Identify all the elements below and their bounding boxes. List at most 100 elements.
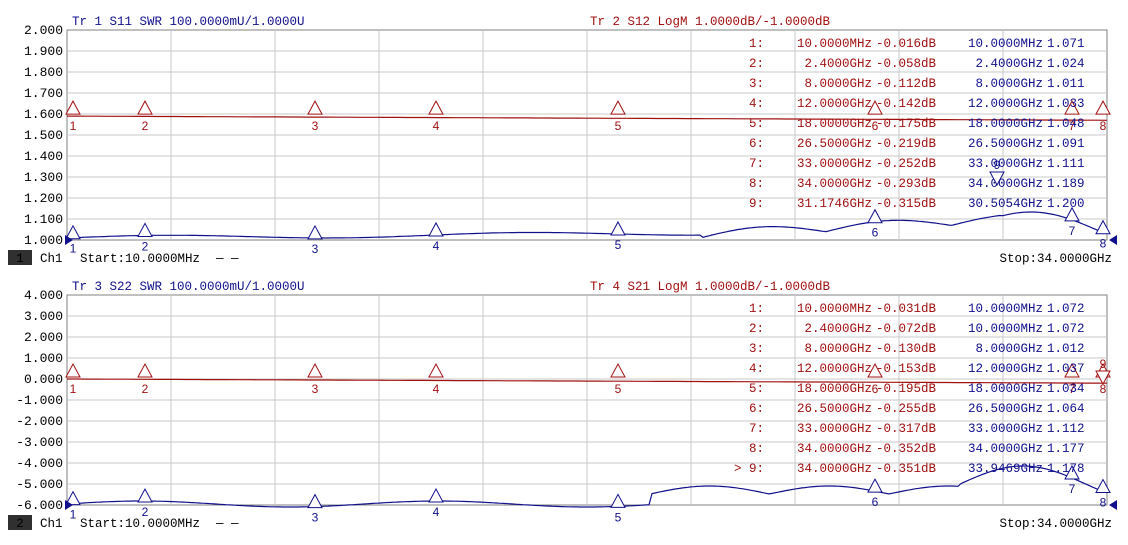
marker-table-row: 9: 31.1746GHz -0.315dB 30.5054GHz 1.200 xyxy=(749,197,1085,211)
marker-number: 3: xyxy=(749,77,764,91)
reference-left-icon xyxy=(65,500,73,510)
trace-title-right[interactable]: Tr 4 S21 LogM 1.0000dB/-1.0000dB xyxy=(590,280,831,294)
channel-number-badge[interactable] xyxy=(8,250,32,265)
red-marker-1-icon[interactable] xyxy=(65,362,81,378)
marker-value-blue: 1.037 xyxy=(1047,362,1085,376)
marker-freq-red: 8.0000GHz xyxy=(804,342,872,356)
channel-label: Ch1 xyxy=(40,517,63,531)
y-tick-label: 3.000 xyxy=(24,309,63,324)
channel-2-panel[interactable]: 4.000 3.000 2.000 1.000 0.000 -1.000 -2.000 -3.… xyxy=(0,272,1128,545)
red-marker-3-icon[interactable] xyxy=(307,362,323,378)
trace-blue xyxy=(66,465,1106,508)
red-marker-1-icon[interactable] xyxy=(65,100,81,115)
marker-freq-blue: 26.5000GHz xyxy=(968,402,1043,416)
red-marker-2-icon[interactable] xyxy=(137,362,153,378)
start-frequency[interactable]: Start:10.0000MHz xyxy=(80,517,200,531)
blue-marker-6-icon[interactable] xyxy=(867,478,883,493)
y-tick-label: 1.700 xyxy=(24,86,63,101)
red-marker-3-icon[interactable] xyxy=(307,100,323,115)
trace-title-right[interactable]: Tr 2 S12 LogM 1.0000dB/-1.0000dB xyxy=(590,15,831,29)
blue-marker-label: 3 xyxy=(312,511,319,525)
marker-number: 4: xyxy=(749,97,764,111)
marker-freq-blue: 12.0000GHz xyxy=(968,97,1043,111)
trace-title-left[interactable]: Tr 3 S22 SWR 100.0000mU/1.0000U xyxy=(72,280,305,294)
marker-value-red: -0.255dB xyxy=(876,402,937,416)
blue-marker-label: 6 xyxy=(872,226,879,240)
y-tick-label: -4.000 xyxy=(16,456,63,471)
marker-table-row: 2: 2.4000GHz -0.058dB 2.4000GHz 1.024 xyxy=(749,57,1085,71)
trace-title-left[interactable]: Tr 1 S11 SWR 100.0000mU/1.0000U xyxy=(72,15,305,29)
marker-value-red: -0.315dB xyxy=(876,197,937,211)
blue-marker-2-icon[interactable] xyxy=(137,222,153,237)
blue-marker-4-icon[interactable] xyxy=(428,487,444,503)
red-marker-label: 7 xyxy=(1069,119,1076,133)
red-marker-7-icon[interactable] xyxy=(1064,100,1080,115)
blue-marker-2-icon[interactable] xyxy=(137,487,153,503)
blue-marker-8-icon[interactable] xyxy=(1095,478,1111,494)
marker-freq-red: 10.0000MHz xyxy=(797,37,872,51)
red-marker-8-icon[interactable] xyxy=(1095,100,1111,115)
blue-marker-label: 8 xyxy=(1100,496,1107,510)
blue-marker-label: 7 xyxy=(1069,482,1076,496)
red-marker-4-icon[interactable] xyxy=(428,362,444,378)
y-tick-label: 1.600 xyxy=(24,107,63,122)
blue-marker-7-icon[interactable] xyxy=(1064,464,1080,480)
blue-marker-1-icon[interactable] xyxy=(65,490,81,506)
red-marker-4-icon[interactable] xyxy=(428,100,444,115)
channel-label: Ch1 xyxy=(40,252,63,266)
blue-marker-1-icon[interactable] xyxy=(65,224,81,240)
marker-value-red: -0.351dB xyxy=(876,462,937,476)
marker-table-row: 6: 26.5000GHz -0.255dB 26.5000GHz 1.064 xyxy=(749,402,1085,416)
marker-freq-red: 8.0000GHz xyxy=(804,77,872,91)
marker-freq-blue: 12.0000GHz xyxy=(968,362,1043,376)
marker-value-blue: 1.072 xyxy=(1047,322,1085,336)
marker-value-red: -0.016dB xyxy=(876,37,937,51)
channel-number-badge[interactable] xyxy=(8,515,32,530)
y-tick-label: 1.200 xyxy=(24,191,63,206)
red-marker-6-icon[interactable] xyxy=(867,362,883,378)
marker-number: 5: xyxy=(749,382,764,396)
reference-right-icon xyxy=(1109,500,1117,510)
marker-value-red: -0.031dB xyxy=(876,302,937,316)
red-marker-6-icon[interactable] xyxy=(867,100,883,115)
blue-marker-3-icon[interactable] xyxy=(307,493,323,509)
marker-freq-blue: 18.0000GHz xyxy=(968,382,1043,396)
red-marker-label: 2 xyxy=(142,119,149,133)
trace-blue xyxy=(66,211,1106,239)
trace-legend-dash: — — xyxy=(215,252,239,266)
active-marker-indicator: > xyxy=(734,462,742,476)
marker-value-red: -0.130dB xyxy=(876,342,937,356)
blue-marker-6-icon[interactable] xyxy=(867,208,883,224)
y-tick-label: 2.000 xyxy=(24,23,63,38)
blue-marker-7-icon[interactable] xyxy=(1064,206,1080,222)
marker-number: 8: xyxy=(749,177,764,191)
marker-freq-red: 34.0000GHz xyxy=(797,442,872,456)
blue-marker-5-icon[interactable] xyxy=(610,493,626,508)
blue-marker-5-icon[interactable] xyxy=(610,220,626,236)
red-marker-7-icon[interactable] xyxy=(1064,362,1080,378)
marker-number: 1: xyxy=(749,37,764,51)
marker-freq-blue: 18.0000GHz xyxy=(968,117,1043,131)
red-marker-5-icon[interactable] xyxy=(610,100,626,115)
start-frequency[interactable]: Start:10.0000MHz xyxy=(80,252,200,266)
marker-value-blue: 1.177 xyxy=(1047,442,1085,456)
marker-value-blue: 1.012 xyxy=(1047,342,1085,356)
red-marker-2-icon[interactable] xyxy=(137,100,153,115)
channel-1-panel[interactable]: 2.000 1.900 1.800 1.700 1.600 1.500 1.400 1.300… xyxy=(0,0,1128,272)
blue-marker-8-icon[interactable] xyxy=(1095,219,1111,235)
marker-value-blue: 1.011 xyxy=(1047,77,1085,91)
red-marker-9-icon[interactable] xyxy=(1095,370,1111,386)
blue-marker-3-icon[interactable] xyxy=(307,224,323,240)
red-marker-label: 5 xyxy=(615,382,622,396)
red-marker-label: 6 xyxy=(872,382,879,396)
blue-marker-4-icon[interactable] xyxy=(428,221,444,237)
marker-freq-blue: 2.4000GHz xyxy=(975,57,1043,71)
marker-table-row: 5: 18.0000GHz -0.175dB 18.0000GHz 1.048 xyxy=(749,117,1085,131)
marker-freq-blue: 10.0000MHz xyxy=(968,37,1043,51)
red-marker-5-icon[interactable] xyxy=(610,362,626,378)
blue-marker-label: 1 xyxy=(70,242,77,256)
blue-marker-9-icon[interactable] xyxy=(989,171,1005,187)
stop-frequency[interactable]: Stop:34.0000GHz xyxy=(999,517,1112,531)
y-tick-label: 1.100 xyxy=(24,212,63,227)
stop-frequency[interactable]: Stop:34.0000GHz xyxy=(999,252,1112,266)
